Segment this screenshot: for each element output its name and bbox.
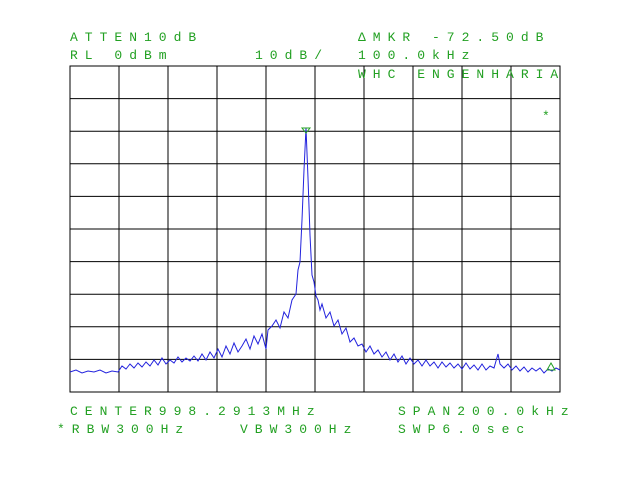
ref-level: RL 0dBm [70,48,174,63]
atten: ATTEN10dB [70,30,203,45]
center: CENTER998.2913MHz [70,404,322,419]
span: SPAN200.0kHz [398,404,576,419]
marker-freq: 100.0kHz [358,48,476,63]
grid [69,65,561,393]
sweep: SWP6.0sec [398,422,531,437]
scale: 10dB/ [255,48,329,63]
marker-readout: ΔMKR -72.50dB [358,30,550,45]
delta-marker [546,361,556,371]
trace [69,127,561,374]
owner: WHC ENGENHARIA [358,67,565,82]
vbw: VBW300Hz [240,422,358,437]
flag: * [542,109,557,124]
rbw: *RBW300Hz [57,422,190,437]
marker [300,127,312,134]
